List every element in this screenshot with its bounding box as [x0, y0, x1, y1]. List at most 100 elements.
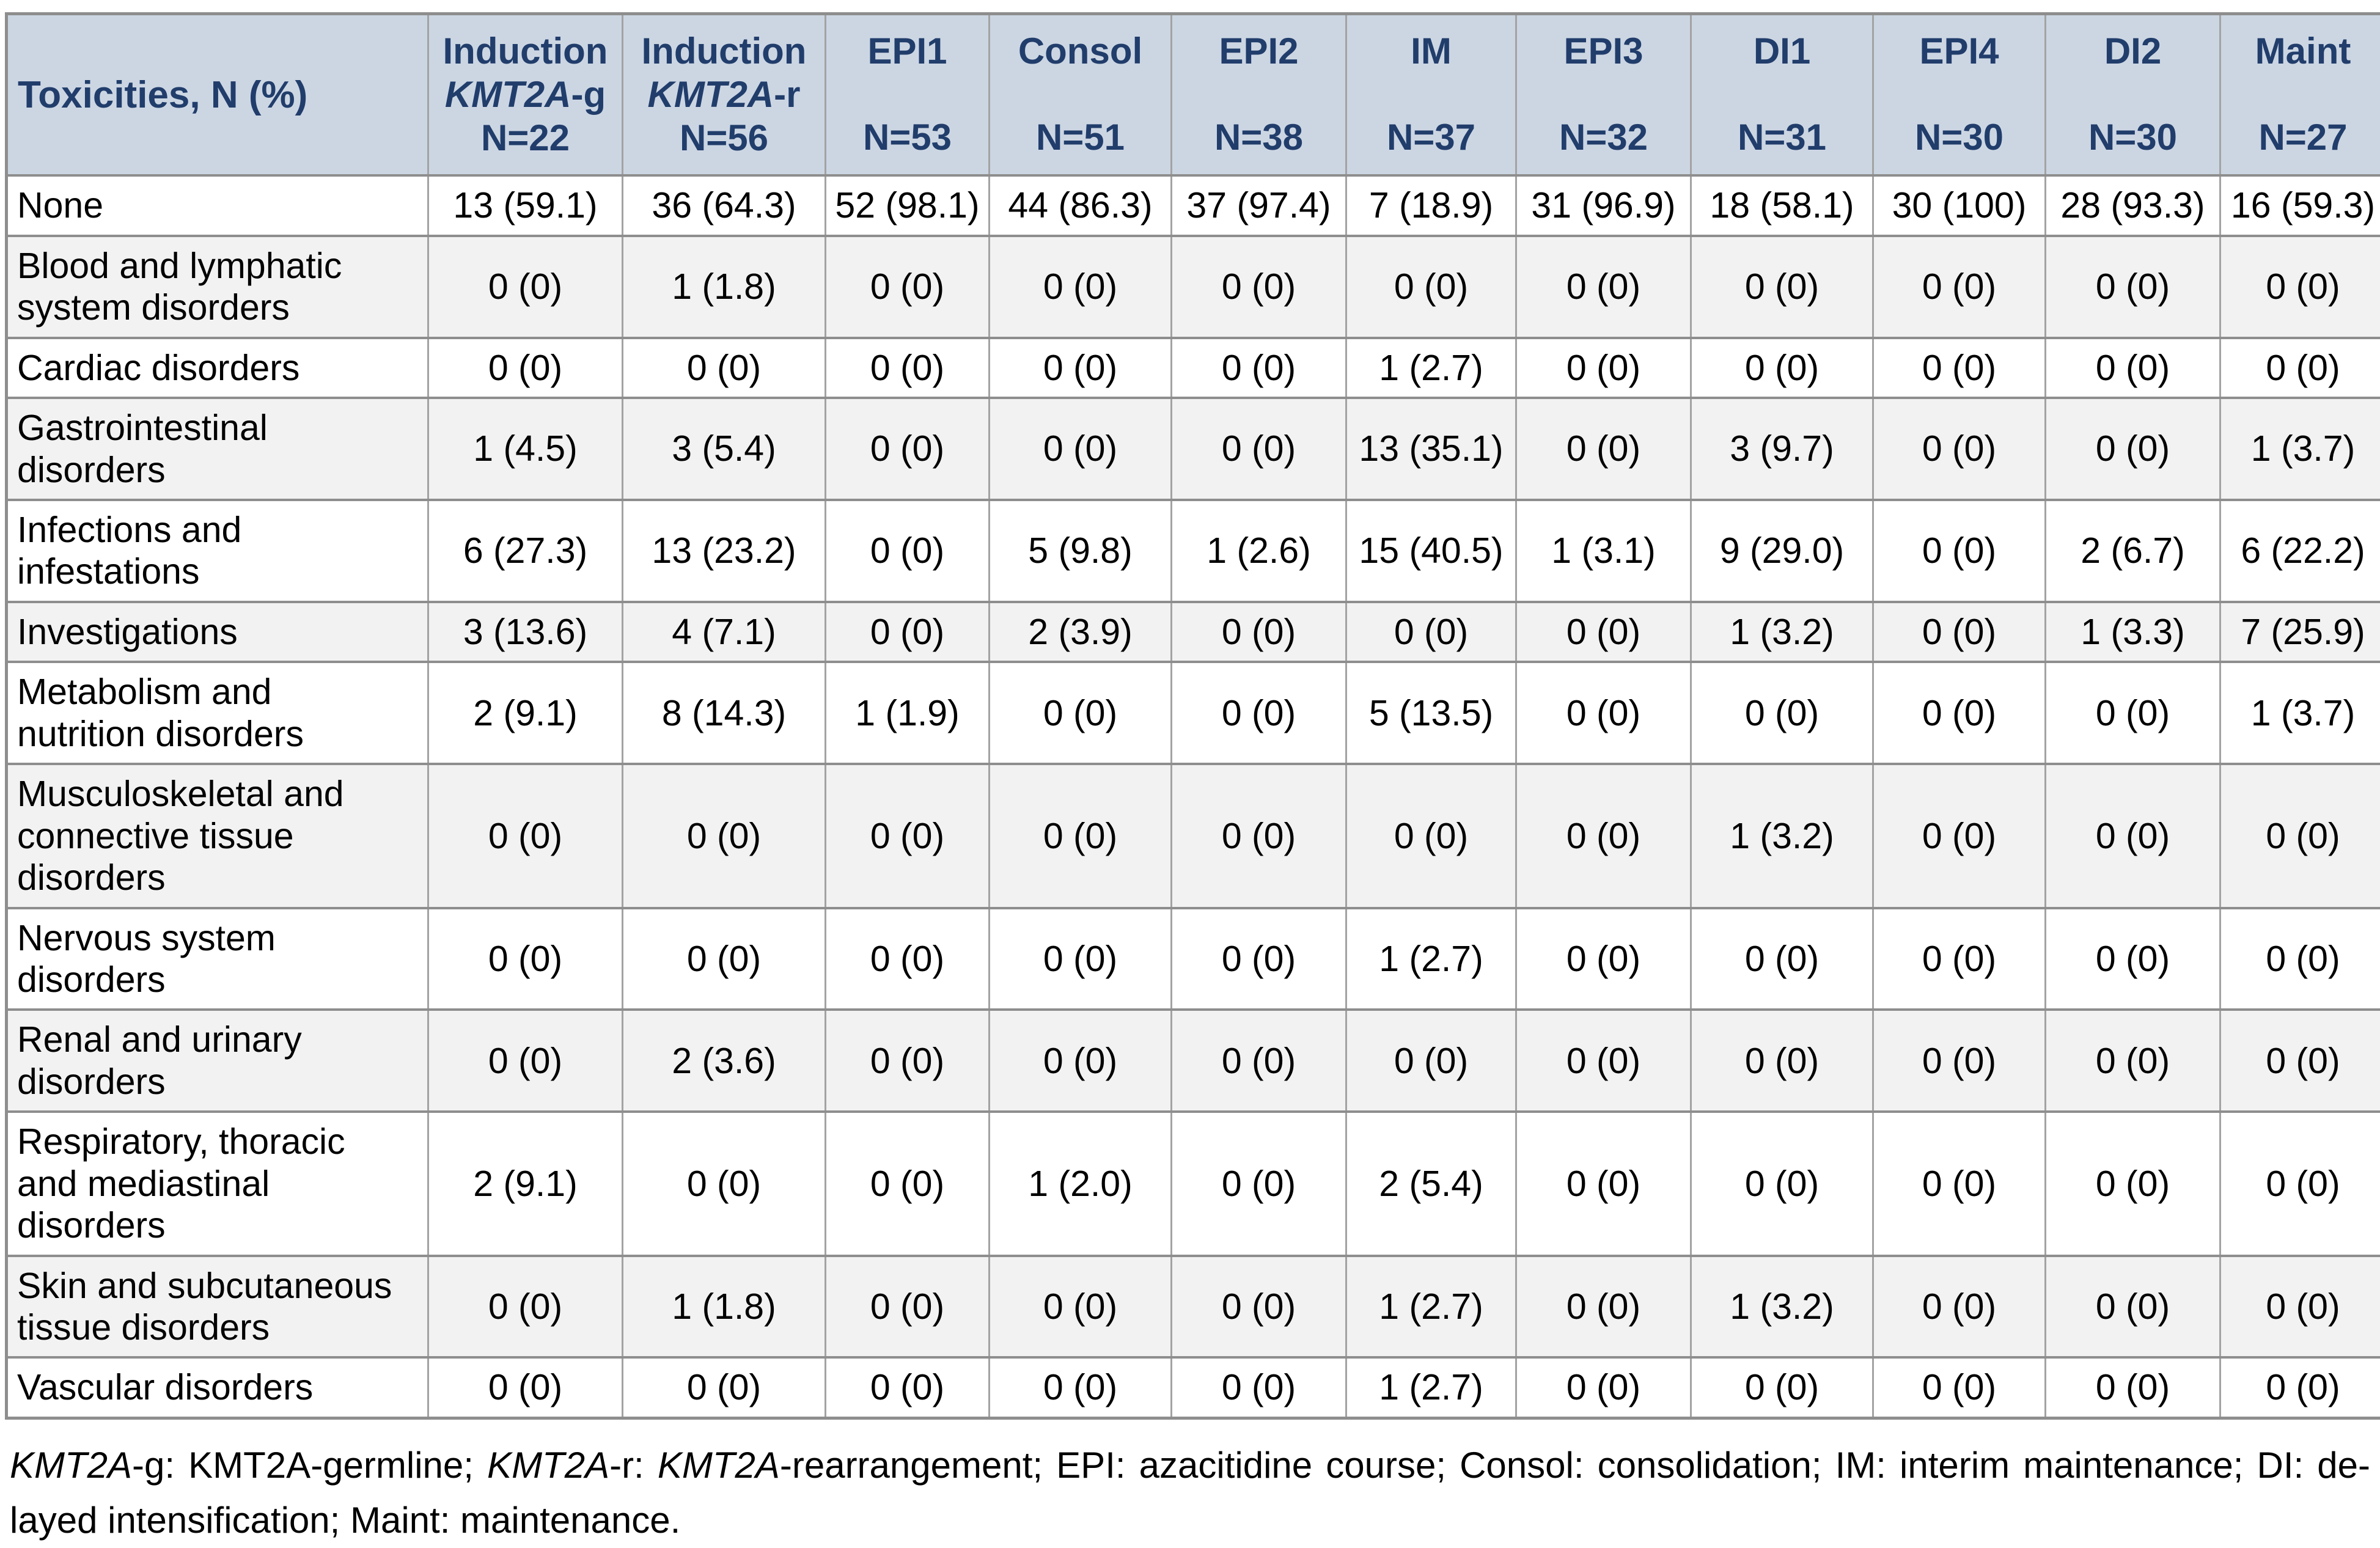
table-cell: 0 (0) [1873, 1010, 2046, 1112]
column-n-count: N=53 [863, 116, 952, 160]
row-label: None [7, 175, 428, 235]
row-label: Nervous system disorders [7, 908, 428, 1010]
table-cell: 0 (0) [1516, 908, 1691, 1010]
table-cell: 0 (0) [1691, 662, 1873, 764]
table-cell: 0 (0) [1172, 398, 1346, 500]
table-cell: 6 (27.3) [428, 500, 623, 602]
table-cell: 7 (18.9) [1346, 175, 1516, 235]
table-cell: 0 (0) [1516, 764, 1691, 908]
table-cell: 0 (0) [1516, 1256, 1691, 1358]
column-n-count: N=38 [1214, 116, 1303, 160]
table-cell: 0 (0) [2046, 1010, 2220, 1112]
table-cell: 0 (0) [1691, 236, 1873, 338]
table-cell: 0 (0) [990, 236, 1172, 338]
row-label: Blood and lymphatic system disorders [7, 236, 428, 338]
column-label: EPI2 [1219, 30, 1298, 73]
table-cell: 0 (0) [1172, 236, 1346, 338]
table-cell: 1 (3.1) [1516, 500, 1691, 602]
table-cell: 0 (0) [1172, 1256, 1346, 1358]
table-cell: 0 (0) [1691, 1112, 1873, 1255]
table-cell: 0 (0) [2220, 908, 2380, 1010]
table-cell: 2 (9.1) [428, 1112, 623, 1255]
table-cell: 0 (0) [1516, 236, 1691, 338]
table-cell: 0 (0) [2220, 338, 2380, 398]
table-cell: 0 (0) [2220, 764, 2380, 908]
table-cell: 0 (0) [1873, 602, 2046, 662]
table-cell: 13 (35.1) [1346, 398, 1516, 500]
table-cell: 0 (0) [1873, 1112, 2046, 1255]
table-cell: 0 (0) [2046, 236, 2220, 338]
column-header-epi2: EPI2 N=38 [1172, 14, 1346, 176]
table-cell: 0 (0) [990, 398, 1172, 500]
table-row: Blood and lymphatic system disorders 0 (0… [7, 236, 2380, 338]
table-cell: 0 (0) [1873, 398, 2046, 500]
gene-symbol: KMT2A [10, 1445, 132, 1486]
table-cell: 0 (0) [990, 338, 1172, 398]
column-header-content: DI2 N=30 [2050, 30, 2216, 160]
table-cell: 0 (0) [1516, 662, 1691, 764]
table-cell: 0 (0) [1346, 1010, 1516, 1112]
column-n-count: N=37 [1387, 116, 1475, 160]
table-cell: 1 (3.7) [2220, 398, 2380, 500]
table-cell: 0 (0) [1346, 602, 1516, 662]
column-label: DI1 [1754, 30, 1810, 73]
table-cell: 0 (0) [1516, 1010, 1691, 1112]
table-cell: 0 (0) [2220, 236, 2380, 338]
table-cell: 0 (0) [428, 764, 623, 908]
column-label: EPI4 [1919, 30, 1999, 73]
column-label: DI2 [2104, 30, 2161, 73]
column-n-count: N=30 [2088, 116, 2177, 160]
table-row: Respiratory, thoracic and mediastinal di… [7, 1112, 2380, 1255]
table-cell: 0 (0) [2220, 1256, 2380, 1358]
table-cell: 0 (0) [990, 1256, 1172, 1358]
table-cell: 0 (0) [1873, 1256, 2046, 1358]
table-cell: 37 (97.4) [1172, 175, 1346, 235]
column-n-count: N=27 [2258, 116, 2347, 160]
table-cell: 0 (0) [1691, 338, 1873, 398]
row-label: Cardiac disorders [7, 338, 428, 398]
table-cell: 0 (0) [2046, 764, 2220, 908]
table-cell: 0 (0) [1172, 1357, 1346, 1418]
gene-symbol: KMT2A [658, 1445, 780, 1486]
table-cell: 0 (0) [2046, 1357, 2220, 1418]
column-n-count: N=22 [481, 117, 570, 160]
table-cell: 1 (2.6) [1172, 500, 1346, 602]
table-cell: 0 (0) [990, 908, 1172, 1010]
row-label: Gastrointestinal disorders [7, 398, 428, 500]
table-cell: 2 (5.4) [1346, 1112, 1516, 1255]
footnote-text: -g: KMT2A-germline; [132, 1445, 487, 1486]
table-cell: 16 (59.3) [2220, 175, 2380, 235]
table-cell: 1 (4.5) [428, 398, 623, 500]
table-cell: 0 (0) [826, 398, 990, 500]
table-cell: 0 (0) [1172, 908, 1346, 1010]
table-cell: 1 (2.7) [1346, 1256, 1516, 1358]
table-cell: 0 (0) [428, 338, 623, 398]
table-cell: 6 (22.2) [2220, 500, 2380, 602]
row-label: Musculoskeletal and connective tissue di… [7, 764, 428, 908]
table-cell: 3 (9.7) [1691, 398, 1873, 500]
table-cell: 0 (0) [826, 1010, 990, 1112]
table-cell: 5 (13.5) [1346, 662, 1516, 764]
table-cell: 0 (0) [623, 1357, 826, 1418]
table-cell: 0 (0) [826, 908, 990, 1010]
table-cell: 0 (0) [1873, 662, 2046, 764]
table-cell: 8 (14.3) [623, 662, 826, 764]
table-cell: 1 (2.0) [990, 1112, 1172, 1255]
table-cell: 7 (25.9) [2220, 602, 2380, 662]
table-cell: 0 (0) [1516, 1112, 1691, 1255]
table-cell: 31 (96.9) [1516, 175, 1691, 235]
table-cell: 0 (0) [1873, 236, 2046, 338]
